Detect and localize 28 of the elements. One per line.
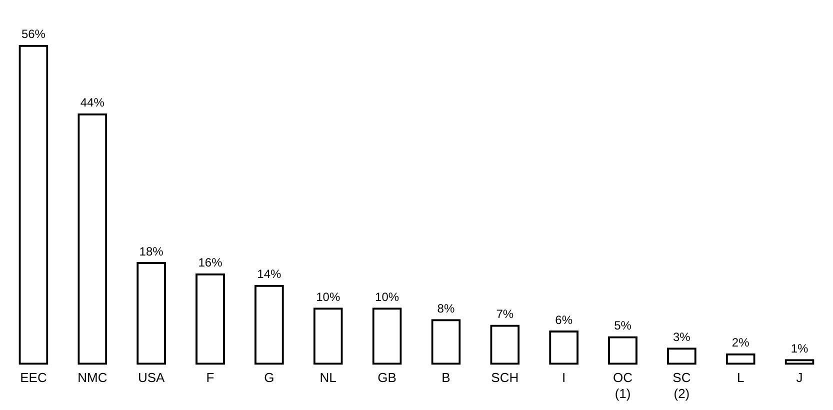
x-tick-label: NMC xyxy=(78,370,108,386)
data-label: 10% xyxy=(316,290,340,304)
x-tick-label: NL xyxy=(320,370,336,386)
x-tick-label: L xyxy=(736,370,744,386)
data-label: 2% xyxy=(732,336,750,350)
x-tick-label: EEC xyxy=(20,370,47,386)
x-tick-label: G xyxy=(264,370,274,386)
data-label: 56% xyxy=(21,27,46,42)
x-tick-label: J xyxy=(796,370,803,386)
x-tick-label: USA xyxy=(138,370,166,386)
data-label: 44% xyxy=(80,96,105,110)
data-label: 14% xyxy=(257,267,282,282)
data-label: 16% xyxy=(198,256,223,270)
x-tick-label: B xyxy=(442,370,450,386)
data-label: 18% xyxy=(139,244,164,258)
x-tick-label: SC (2) xyxy=(672,370,691,401)
x-tick-label: SCH xyxy=(491,370,519,386)
data-label: 3% xyxy=(673,330,691,344)
data-label: 1% xyxy=(790,341,809,356)
data-label: 8% xyxy=(437,301,455,316)
x-tick-label: I xyxy=(562,370,566,386)
data-label: 5% xyxy=(614,318,632,333)
data-label: 10% xyxy=(375,290,400,304)
data-label: 7% xyxy=(496,307,514,322)
data-label: 6% xyxy=(555,312,573,327)
x-tick-label: GB xyxy=(378,370,396,386)
x-tick-label: F xyxy=(206,370,214,386)
x-tick-label: OC (1) xyxy=(613,370,632,401)
